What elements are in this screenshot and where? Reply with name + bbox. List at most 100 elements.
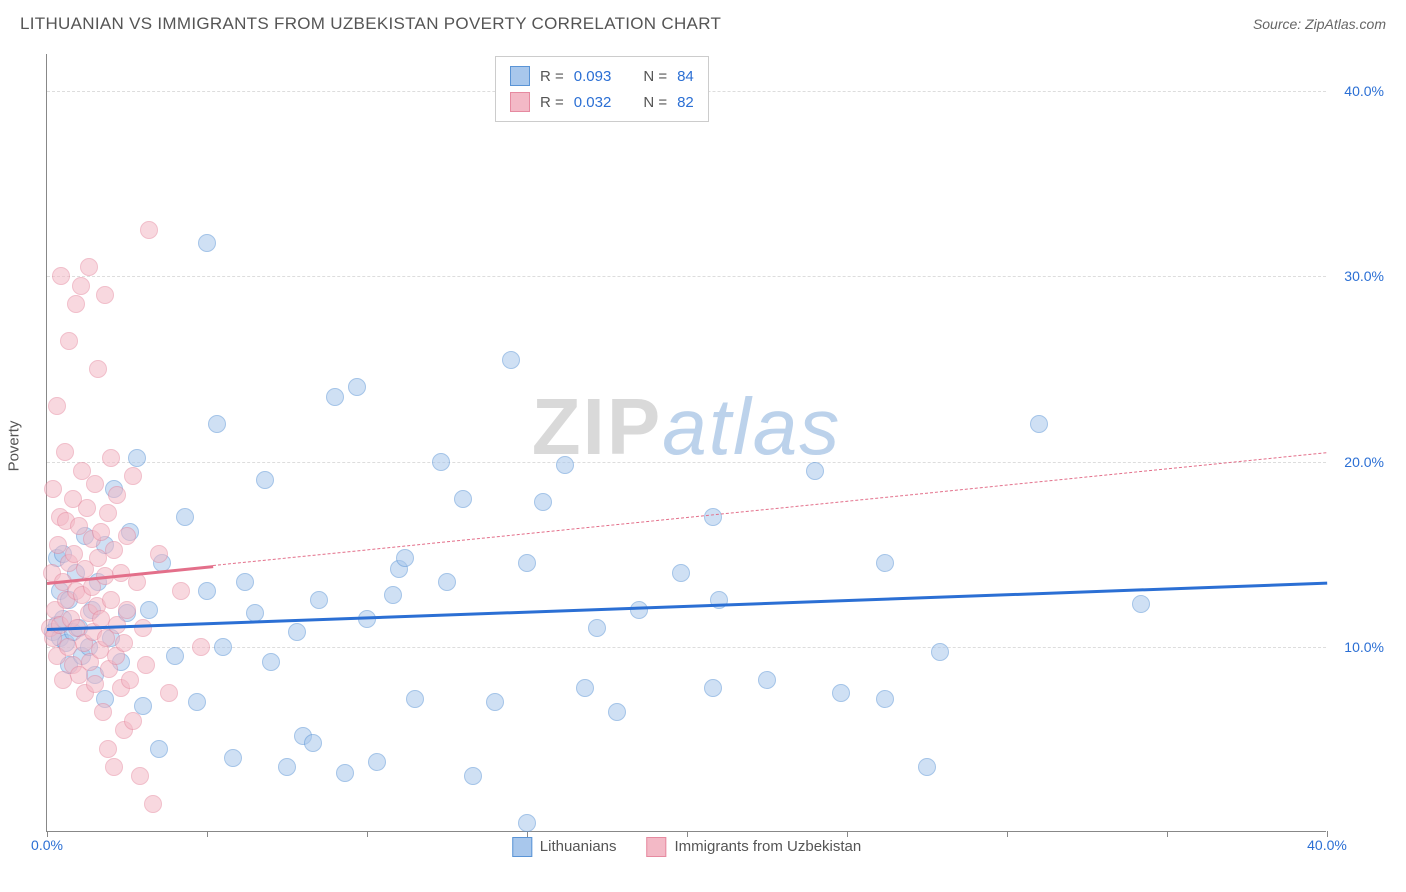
n-value: 82 (677, 94, 694, 111)
scatter-point (931, 643, 949, 661)
legend-swatch (510, 66, 530, 86)
series-name: Immigrants from Uzbekistan (675, 838, 862, 855)
scatter-point (80, 258, 98, 276)
series-legend-item: Immigrants from Uzbekistan (647, 837, 862, 857)
scatter-point (78, 499, 96, 517)
scatter-point (99, 504, 117, 522)
ytick-label: 40.0% (1332, 83, 1384, 99)
scatter-point (92, 523, 110, 541)
n-label: N = (643, 68, 667, 85)
scatter-point (336, 764, 354, 782)
scatter-point (758, 671, 776, 689)
scatter-point (454, 490, 472, 508)
scatter-point (214, 638, 232, 656)
scatter-point (144, 795, 162, 813)
scatter-point (806, 462, 824, 480)
scatter-point (172, 582, 190, 600)
stats-legend-row: R =0.093N =84 (510, 63, 694, 89)
n-label: N = (643, 94, 667, 111)
gridline (47, 647, 1326, 648)
stats-legend: R =0.093N =84R =0.032N =82 (495, 56, 709, 122)
legend-swatch (647, 837, 667, 857)
legend-swatch (510, 92, 530, 112)
r-label: R = (540, 94, 564, 111)
scatter-point (464, 767, 482, 785)
scatter-point (118, 601, 136, 619)
xtick-label: 0.0% (31, 837, 63, 853)
scatter-point (115, 634, 133, 652)
scatter-point (672, 564, 690, 582)
scatter-point (166, 647, 184, 665)
legend-swatch (512, 837, 532, 857)
scatter-point (134, 619, 152, 637)
ytick-label: 20.0% (1332, 454, 1384, 470)
scatter-point (256, 471, 274, 489)
r-label: R = (540, 68, 564, 85)
scatter-point (1132, 595, 1150, 613)
xtick (1007, 831, 1008, 837)
series-legend: Lithuanians Immigrants from Uzbekistan (512, 837, 861, 857)
source-credit: Source: ZipAtlas.com (1253, 16, 1386, 32)
scatter-point (52, 267, 70, 285)
gridline (47, 276, 1326, 277)
scatter-point (140, 221, 158, 239)
scatter-point (86, 475, 104, 493)
scatter-point (124, 712, 142, 730)
scatter-point (348, 378, 366, 396)
scatter-point (72, 277, 90, 295)
scatter-point (96, 286, 114, 304)
scatter-point (326, 388, 344, 406)
scatter-point (150, 740, 168, 758)
xtick-label: 40.0% (1307, 837, 1347, 853)
scatter-point (128, 449, 146, 467)
xtick (1167, 831, 1168, 837)
scatter-point (396, 549, 414, 567)
scatter-point (310, 591, 328, 609)
scatter-point (1030, 415, 1048, 433)
scatter-point (224, 749, 242, 767)
scatter-point (137, 656, 155, 674)
scatter-point (918, 758, 936, 776)
scatter-point (108, 486, 126, 504)
scatter-point (518, 814, 536, 832)
scatter-point (94, 703, 112, 721)
scatter-point (208, 415, 226, 433)
r-value: 0.032 (574, 94, 612, 111)
stats-legend-row: R = 0.032 N = 82 (510, 89, 694, 115)
scatter-point (60, 332, 78, 350)
scatter-point (704, 679, 722, 697)
scatter-point (384, 586, 402, 604)
scatter-point (608, 703, 626, 721)
scatter-point (121, 671, 139, 689)
scatter-point (432, 453, 450, 471)
xtick (367, 831, 368, 837)
scatter-point (160, 684, 178, 702)
gridline (47, 462, 1326, 463)
scatter-point (105, 758, 123, 776)
scatter-point (102, 449, 120, 467)
scatter-point (118, 527, 136, 545)
scatter-point (86, 675, 104, 693)
scatter-point (534, 493, 552, 511)
scatter-point (188, 693, 206, 711)
scatter-point (124, 467, 142, 485)
scatter-point (518, 554, 536, 572)
series-name: Lithuanians (540, 838, 617, 855)
plot-area: ZIPatlas 10.0%20.0%30.0%40.0%0.0%40.0%R … (46, 54, 1326, 832)
scatter-point (278, 758, 296, 776)
scatter-point (630, 601, 648, 619)
scatter-point (406, 690, 424, 708)
scatter-point (150, 545, 168, 563)
scatter-point (131, 767, 149, 785)
scatter-point (438, 573, 456, 591)
scatter-point (704, 508, 722, 526)
scatter-point (876, 690, 894, 708)
scatter-point (710, 591, 728, 609)
scatter-point (198, 582, 216, 600)
scatter-point (67, 295, 85, 313)
series-legend-item: Lithuanians (512, 837, 617, 857)
scatter-point (876, 554, 894, 572)
scatter-point (304, 734, 322, 752)
scatter-point (588, 619, 606, 637)
scatter-point (832, 684, 850, 702)
